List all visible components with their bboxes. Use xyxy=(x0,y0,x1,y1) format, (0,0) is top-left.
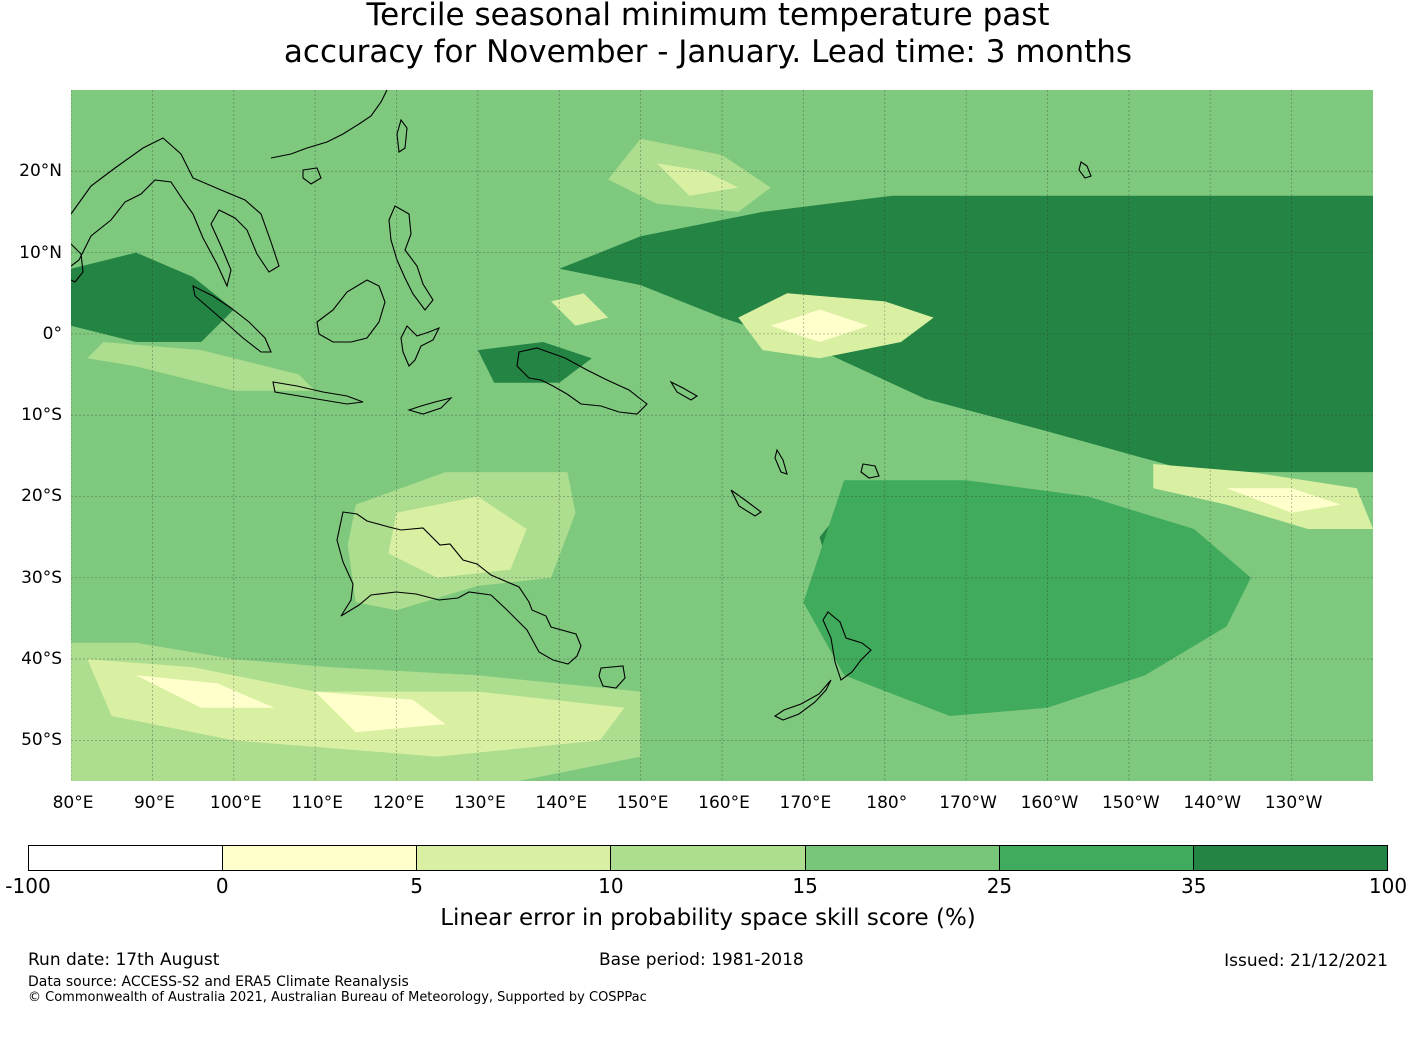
lon-tick-label: 140°E xyxy=(535,793,588,813)
coastline-taiwan xyxy=(396,118,408,153)
skill-region-14 xyxy=(136,675,275,708)
coastline-mainland-se-asia xyxy=(71,137,280,288)
colorbar-segment-6 xyxy=(1193,846,1387,870)
lon-tick-label: 150°E xyxy=(616,793,669,813)
colorbar-tick-label: 25 xyxy=(986,874,1013,898)
coastline-philippines xyxy=(388,205,434,311)
colorbar-segment-0 xyxy=(29,846,224,870)
lat-tick-label: 50°S xyxy=(21,730,62,751)
colorbar-segment-2 xyxy=(417,846,612,870)
lon-tick-label: 150°W xyxy=(1101,793,1160,813)
lat-tick-label: 10°N xyxy=(19,242,62,263)
coastline-fiji xyxy=(860,463,880,479)
coastline-new-zealand-north xyxy=(822,611,872,681)
colorbar-tick-label: 35 xyxy=(1180,874,1207,898)
coastline-tasmania xyxy=(598,665,626,689)
skill-score-map xyxy=(71,90,1373,781)
coastline-vanuatu xyxy=(774,448,788,475)
colorbar-segment-4 xyxy=(805,846,1000,870)
coastline-java xyxy=(272,381,364,405)
coastline-sulawesi xyxy=(400,325,441,367)
skill-region-10 xyxy=(551,293,609,326)
skill-region-3 xyxy=(803,480,1251,716)
lat-tick-label: 30°S xyxy=(21,567,62,588)
map-title-line-2: accuracy for November - January. Lead ti… xyxy=(283,34,1133,70)
coastline-new-zealand-south xyxy=(773,679,832,721)
colorbar xyxy=(28,845,1388,871)
map-title-line-1: Tercile seasonal minimum temperature pas… xyxy=(366,0,1050,33)
lon-tick-label: 90°E xyxy=(133,793,175,813)
lon-tick-label: 130°W xyxy=(1264,793,1323,813)
skill-region-9 xyxy=(656,163,739,196)
copyright-notice: © Commonwealth of Australia 2021, Austra… xyxy=(28,990,647,1005)
coastline-sri-lanka xyxy=(71,243,84,283)
colorbar-segment-5 xyxy=(999,846,1194,870)
lat-tick-label: 40°S xyxy=(21,649,62,670)
colorbar-tick-label: -100 xyxy=(5,874,51,898)
colorbar-segment-1 xyxy=(223,846,418,870)
lon-tick-label: 160°W xyxy=(1020,793,1079,813)
coastline-china xyxy=(270,90,388,159)
lon-tick-label: 170°W xyxy=(939,793,997,813)
colorbar-label: Linear error in probability space skill … xyxy=(440,905,976,931)
graticule-layer xyxy=(71,90,1373,781)
skill-region-layer xyxy=(71,138,1373,781)
base-period: Base period: 1981-2018 xyxy=(599,950,804,970)
issued-date: Issued: 21/12/2021 xyxy=(1224,951,1388,971)
coastline-borneo xyxy=(316,279,386,343)
lon-tick-label: 100°E xyxy=(209,793,262,813)
colorbar-tick-label: 100 xyxy=(1368,874,1408,898)
lat-tick-label: 0° xyxy=(42,323,62,344)
lon-tick-label: 120°E xyxy=(372,793,425,813)
lat-tick-label: 20°N xyxy=(19,161,62,182)
colorbar-tick-label: 0 xyxy=(215,874,229,898)
lat-tick-label: 20°S xyxy=(21,486,62,507)
colorbar-tick-label: 10 xyxy=(598,874,624,898)
coastline-hawaii xyxy=(1078,161,1092,179)
skill-region-0 xyxy=(559,195,1373,473)
skill-region-17 xyxy=(388,496,527,578)
skill-region-18 xyxy=(477,342,592,383)
skill-region-2 xyxy=(71,252,234,342)
data-source: Data source: ACCESS-S2 and ERA5 Climate … xyxy=(28,974,409,990)
skill-region-11 xyxy=(87,342,316,391)
coastline-layer xyxy=(71,90,1092,721)
coastline-new-guinea xyxy=(516,347,648,415)
skill-score-map-canvas xyxy=(71,90,1373,781)
coastline-new-caledonia xyxy=(730,489,762,517)
lon-tick-label: 170°E xyxy=(779,793,832,813)
skill-region-5 xyxy=(770,309,869,342)
colorbar-tick-label: 15 xyxy=(792,874,818,898)
coastline-hainan xyxy=(302,167,322,185)
lon-tick-label: 130°E xyxy=(454,793,506,813)
colorbar-tick-label: 5 xyxy=(410,874,423,898)
skill-region-7 xyxy=(1226,488,1341,513)
coastline-timor xyxy=(407,396,453,415)
lon-tick-label: 140°W xyxy=(1183,793,1242,813)
lon-tick-label: 160°E xyxy=(698,793,750,813)
coastline-australia xyxy=(336,511,582,665)
lon-tick-label: 80°E xyxy=(52,793,94,813)
lon-tick-label: 180° xyxy=(866,793,908,813)
lon-tick-label: 110°E xyxy=(291,793,343,813)
coastline-sumatra xyxy=(192,285,272,353)
coastline-solomon-islands xyxy=(669,380,699,401)
colorbar-segment-3 xyxy=(611,846,806,870)
lat-tick-label: 10°S xyxy=(21,405,62,426)
run-date: Run date: 17th August xyxy=(28,950,220,970)
skill-region-15 xyxy=(315,691,446,733)
